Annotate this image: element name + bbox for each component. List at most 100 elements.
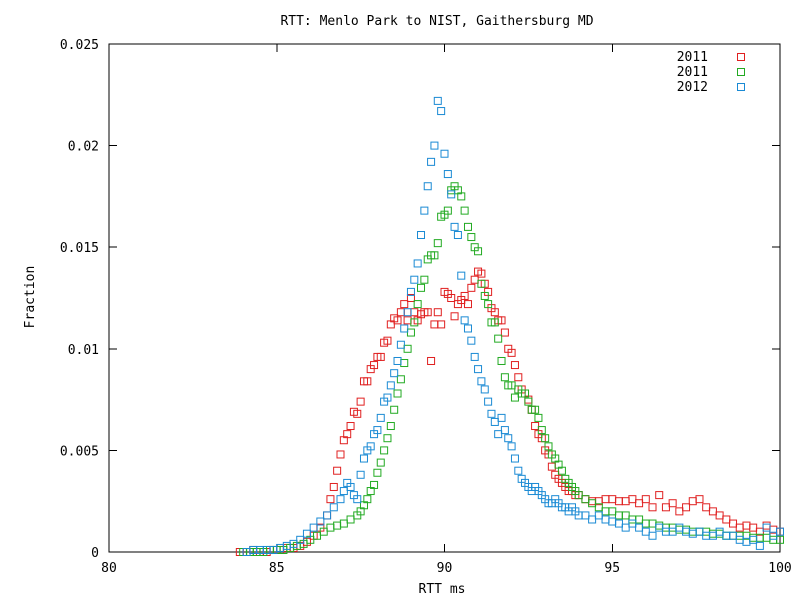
data-point xyxy=(614,519,623,528)
data-point xyxy=(531,405,540,414)
data-point xyxy=(648,519,657,528)
data-point xyxy=(594,503,603,512)
data-point xyxy=(313,531,322,540)
data-point xyxy=(601,515,610,524)
data-point xyxy=(437,107,446,116)
data-point xyxy=(755,527,764,536)
data-point xyxy=(356,470,365,479)
data-point xyxy=(457,192,466,201)
data-point xyxy=(400,359,409,368)
data-point xyxy=(427,356,436,365)
data-point xyxy=(339,487,348,496)
data-point xyxy=(655,523,664,532)
data-point xyxy=(339,519,348,528)
data-point xyxy=(628,495,637,504)
data-point xyxy=(390,405,399,414)
data-point xyxy=(601,507,610,516)
data-point xyxy=(477,377,486,386)
data-point xyxy=(393,316,402,325)
data-point xyxy=(749,535,758,544)
data-point xyxy=(688,497,697,506)
data-point xyxy=(470,352,479,361)
data-point xyxy=(722,531,731,540)
data-point xyxy=(544,442,553,451)
data-point xyxy=(467,233,476,242)
x-tick-label: 95 xyxy=(604,561,620,576)
y-tick-label: 0.02 xyxy=(68,140,99,155)
data-point xyxy=(386,381,395,390)
data-point xyxy=(695,527,704,536)
data-point xyxy=(443,206,452,215)
data-point xyxy=(440,149,449,158)
data-point xyxy=(383,393,392,402)
data-point xyxy=(484,397,493,406)
legend-label: 2012 xyxy=(677,80,708,95)
data-point xyxy=(309,523,318,532)
data-point xyxy=(336,450,345,459)
data-point xyxy=(450,312,459,321)
series-2-points xyxy=(242,96,784,556)
data-point xyxy=(514,373,523,382)
data-point xyxy=(463,324,472,333)
legend-label: 2011 xyxy=(677,50,708,65)
data-point xyxy=(722,515,731,524)
data-point xyxy=(682,525,691,534)
y-tick-label: 0 xyxy=(91,546,99,561)
data-point xyxy=(715,527,724,536)
data-point xyxy=(715,529,724,538)
chart-title: RTT: Menlo Park to NIST, Gaithersburg MD xyxy=(280,14,593,29)
data-point xyxy=(484,300,493,309)
data-point xyxy=(635,515,644,524)
data-point xyxy=(380,446,389,455)
x-tick-label: 100 xyxy=(768,561,791,576)
data-point xyxy=(675,507,684,516)
data-point xyxy=(413,259,422,268)
data-point xyxy=(433,96,442,105)
data-point xyxy=(648,531,657,540)
data-point xyxy=(537,426,546,435)
data-point xyxy=(477,269,486,278)
data-point xyxy=(702,527,711,536)
data-point xyxy=(722,531,731,540)
data-point xyxy=(423,182,432,191)
data-point xyxy=(460,291,469,300)
data-point xyxy=(648,503,657,512)
data-point xyxy=(668,523,677,532)
data-point xyxy=(547,462,556,471)
series-1-points xyxy=(239,182,784,556)
data-point xyxy=(326,523,335,532)
data-point xyxy=(443,170,452,179)
data-point xyxy=(688,527,697,536)
legend-marker xyxy=(737,68,745,76)
data-point xyxy=(396,375,405,384)
data-point xyxy=(614,497,623,506)
data-point xyxy=(497,413,506,422)
data-point xyxy=(695,527,704,536)
data-point xyxy=(386,422,395,431)
data-point xyxy=(702,531,711,540)
data-point xyxy=(762,523,771,532)
data-point xyxy=(524,397,533,406)
data-point xyxy=(447,294,456,302)
data-point xyxy=(406,287,415,296)
series-0-points xyxy=(235,267,784,556)
data-point xyxy=(403,344,412,353)
data-point xyxy=(715,511,724,520)
data-point xyxy=(776,535,784,544)
data-point xyxy=(406,294,415,302)
data-point xyxy=(708,531,717,540)
data-point xyxy=(477,279,486,288)
data-point xyxy=(370,361,379,370)
data-point xyxy=(755,541,764,550)
data-point xyxy=(608,495,617,504)
data-point xyxy=(480,385,489,394)
data-point xyxy=(581,511,590,520)
data-point xyxy=(393,356,402,365)
data-point xyxy=(708,529,717,538)
data-point xyxy=(668,499,677,508)
data-point xyxy=(729,519,738,528)
data-point xyxy=(370,480,379,489)
